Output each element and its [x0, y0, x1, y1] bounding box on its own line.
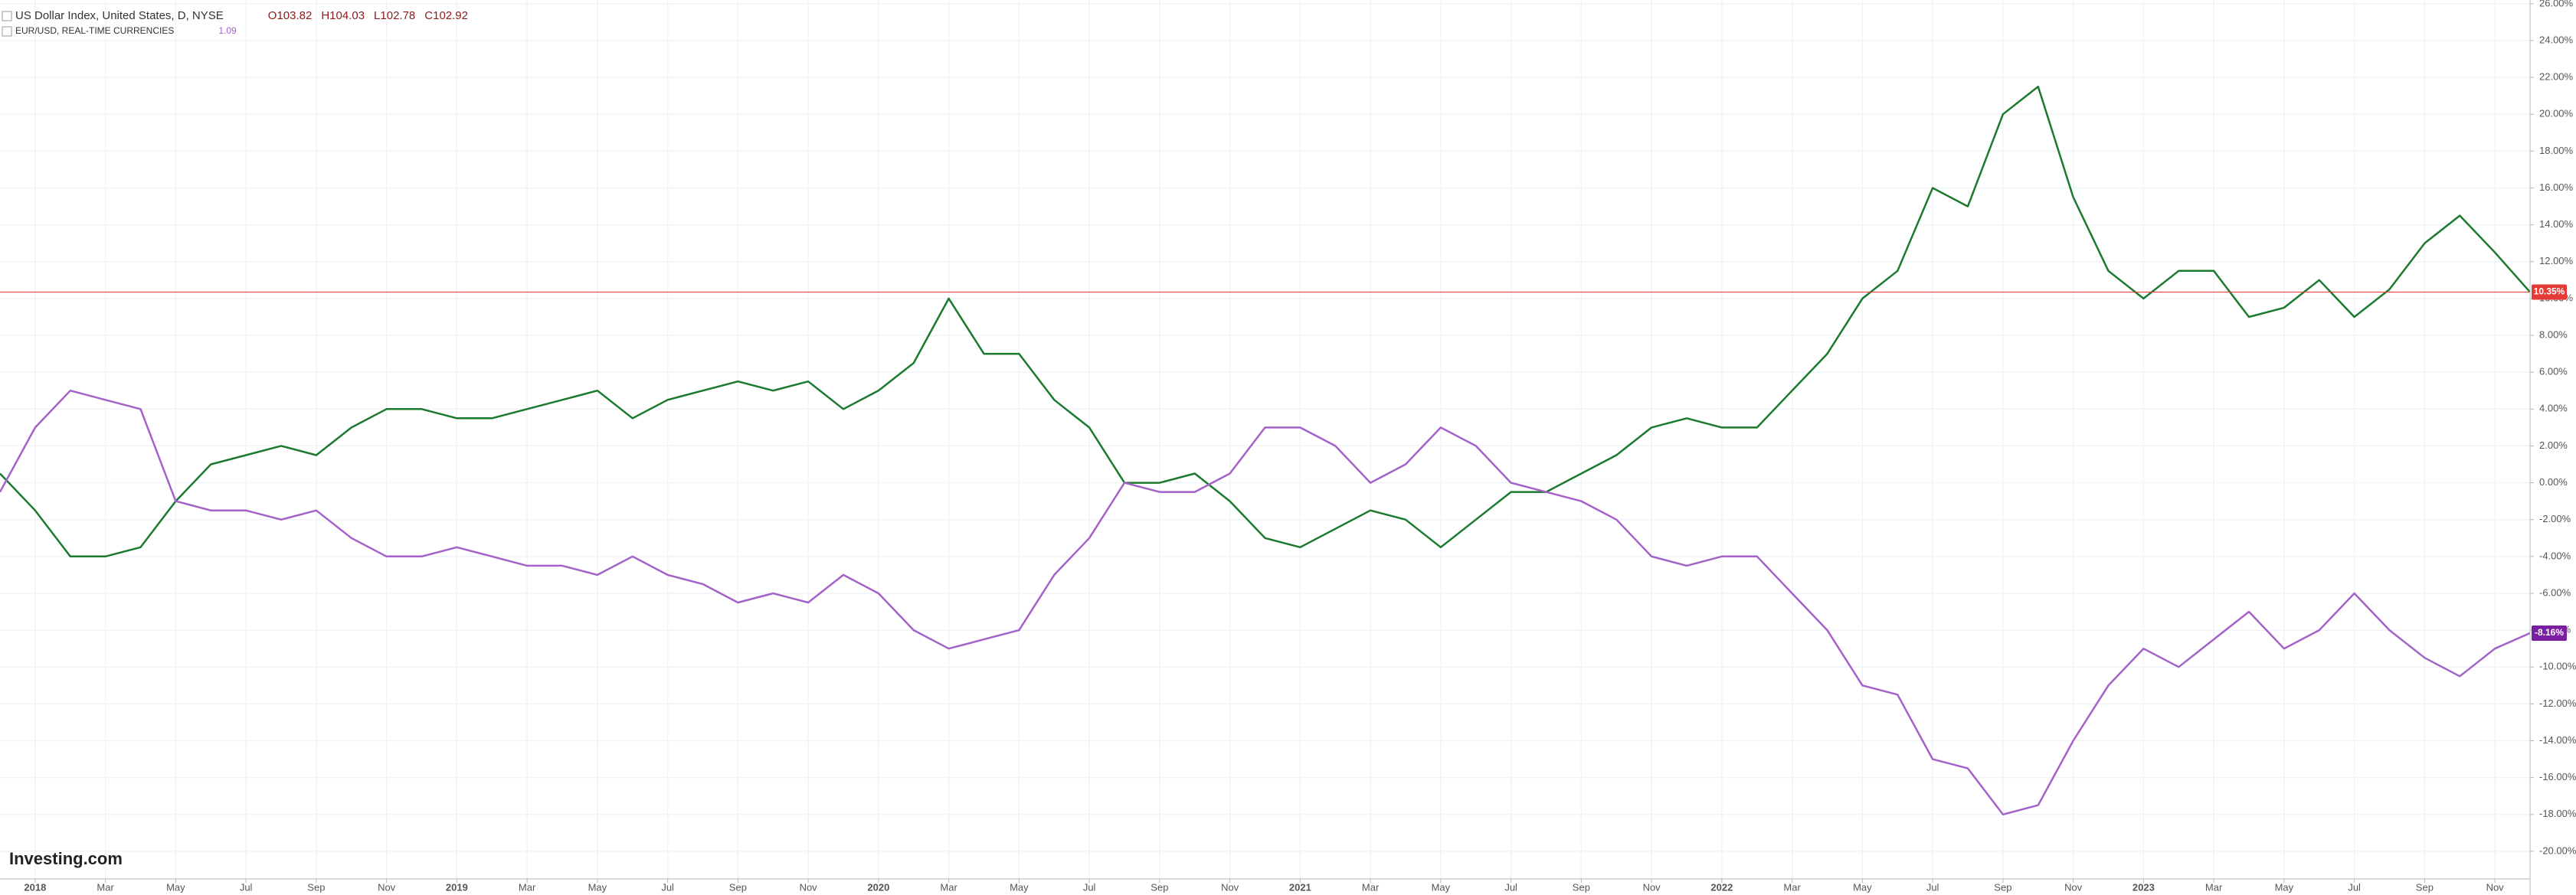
x-tick-label: Sep: [1994, 881, 2011, 893]
y-tick-label: 16.00%: [2539, 181, 2574, 193]
legend: US Dollar Index, United States, D, NYSE O…: [2, 9, 468, 37]
x-tick-label: Jul: [1504, 881, 1517, 893]
y-tick-label: -12.00%: [2539, 697, 2576, 709]
x-tick-label: Sep: [729, 881, 747, 893]
y-tick-label: 14.00%: [2539, 218, 2574, 230]
x-tick-label: Mar: [1783, 881, 1801, 893]
legend-quote: L102.78: [374, 9, 415, 22]
x-tick-label: Sep: [307, 881, 325, 893]
legend-entry: EUR/USD, REAL-TIME CURRENCIES: [15, 25, 174, 36]
last-value-label: 10.35%: [2534, 286, 2565, 297]
x-tick-label: May: [2275, 881, 2294, 893]
x-tick-label: May: [166, 881, 185, 893]
x-tick-label: Mar: [519, 881, 536, 893]
y-tick-label: 0.00%: [2539, 476, 2568, 488]
watermark: Investing.com: [9, 849, 123, 868]
last-value-label: -8.16%: [2535, 627, 2564, 638]
y-tick-label: 4.00%: [2539, 403, 2568, 414]
x-tick-label: Nov: [1643, 881, 1661, 893]
x-tick-label: Mar: [2205, 881, 2223, 893]
axes: -20.00% -18.00% -16.00% -14.00% -12.00% -10.0…: [24, 0, 2576, 893]
series-line: [0, 85, 2531, 558]
x-tick-label: Mar: [940, 881, 957, 893]
x-tick-label: Nov: [378, 881, 396, 893]
legend-quote: H104.03: [321, 9, 365, 22]
y-tick-label: -18.00%: [2539, 808, 2576, 819]
plot: [0, 85, 2531, 816]
x-tick-label: May: [588, 881, 607, 893]
y-tick-label: -2.00%: [2539, 513, 2571, 524]
x-tick-label: Jul: [1083, 881, 1096, 893]
y-tick-label: 18.00%: [2539, 145, 2574, 156]
y-tick-label: -6.00%: [2539, 586, 2571, 598]
x-tick-label: Mar: [97, 881, 114, 893]
y-tick-label: 8.00%: [2539, 328, 2568, 340]
legend-entry: US Dollar Index, United States, D, NYSE: [15, 9, 224, 22]
x-tick-label: 2023: [2132, 881, 2155, 893]
x-tick-label: Jul: [240, 881, 253, 893]
x-tick-label: Jul: [1926, 881, 1939, 893]
x-tick-label: Jul: [2348, 881, 2361, 893]
x-tick-label: 2019: [446, 881, 468, 893]
x-tick-label: Nov: [1221, 881, 1239, 893]
x-tick-label: May: [1853, 881, 1872, 893]
y-tick-label: 22.00%: [2539, 71, 2574, 83]
x-tick-label: May: [1010, 881, 1029, 893]
x-tick-label: Nov: [2486, 881, 2505, 893]
x-tick-label: Jul: [661, 881, 674, 893]
x-tick-label: Sep: [2416, 881, 2434, 893]
x-tick-label: 2022: [1710, 881, 1733, 893]
x-tick-label: May: [1432, 881, 1451, 893]
y-tick-label: 26.00%: [2539, 0, 2574, 8]
x-tick-label: Mar: [1362, 881, 1380, 893]
y-tick-label: 20.00%: [2539, 108, 2574, 119]
x-tick-label: Sep: [1151, 881, 1168, 893]
last-value-badge: [2532, 284, 2567, 300]
legend-quote: 1.09: [218, 25, 237, 36]
x-tick-label: Nov: [2064, 881, 2083, 893]
y-tick-label: 2.00%: [2539, 439, 2568, 451]
x-tick-label: Sep: [1573, 881, 1590, 893]
series-line: [0, 389, 2531, 816]
y-tick-label: -20.00%: [2539, 844, 2576, 856]
y-tick-label: -10.00%: [2539, 661, 2576, 672]
x-tick-label: 2020: [867, 881, 889, 893]
legend-quote: C102.92: [424, 9, 468, 22]
y-tick-label: 6.00%: [2539, 366, 2568, 377]
x-tick-label: Nov: [800, 881, 818, 893]
y-tick-label: -4.00%: [2539, 550, 2571, 561]
y-tick-label: 12.00%: [2539, 255, 2574, 266]
x-tick-label: 2018: [24, 881, 46, 893]
last-value-badge: [2532, 625, 2567, 641]
y-tick-label: -14.00%: [2539, 734, 2576, 746]
legend-icon: [2, 11, 12, 21]
y-tick-label: -16.00%: [2539, 771, 2576, 782]
y-tick-label: 24.00%: [2539, 34, 2574, 45]
x-tick-label: 2021: [1289, 881, 1311, 893]
legend-icon: [2, 26, 12, 37]
legend-quote: O103.82: [268, 9, 313, 22]
